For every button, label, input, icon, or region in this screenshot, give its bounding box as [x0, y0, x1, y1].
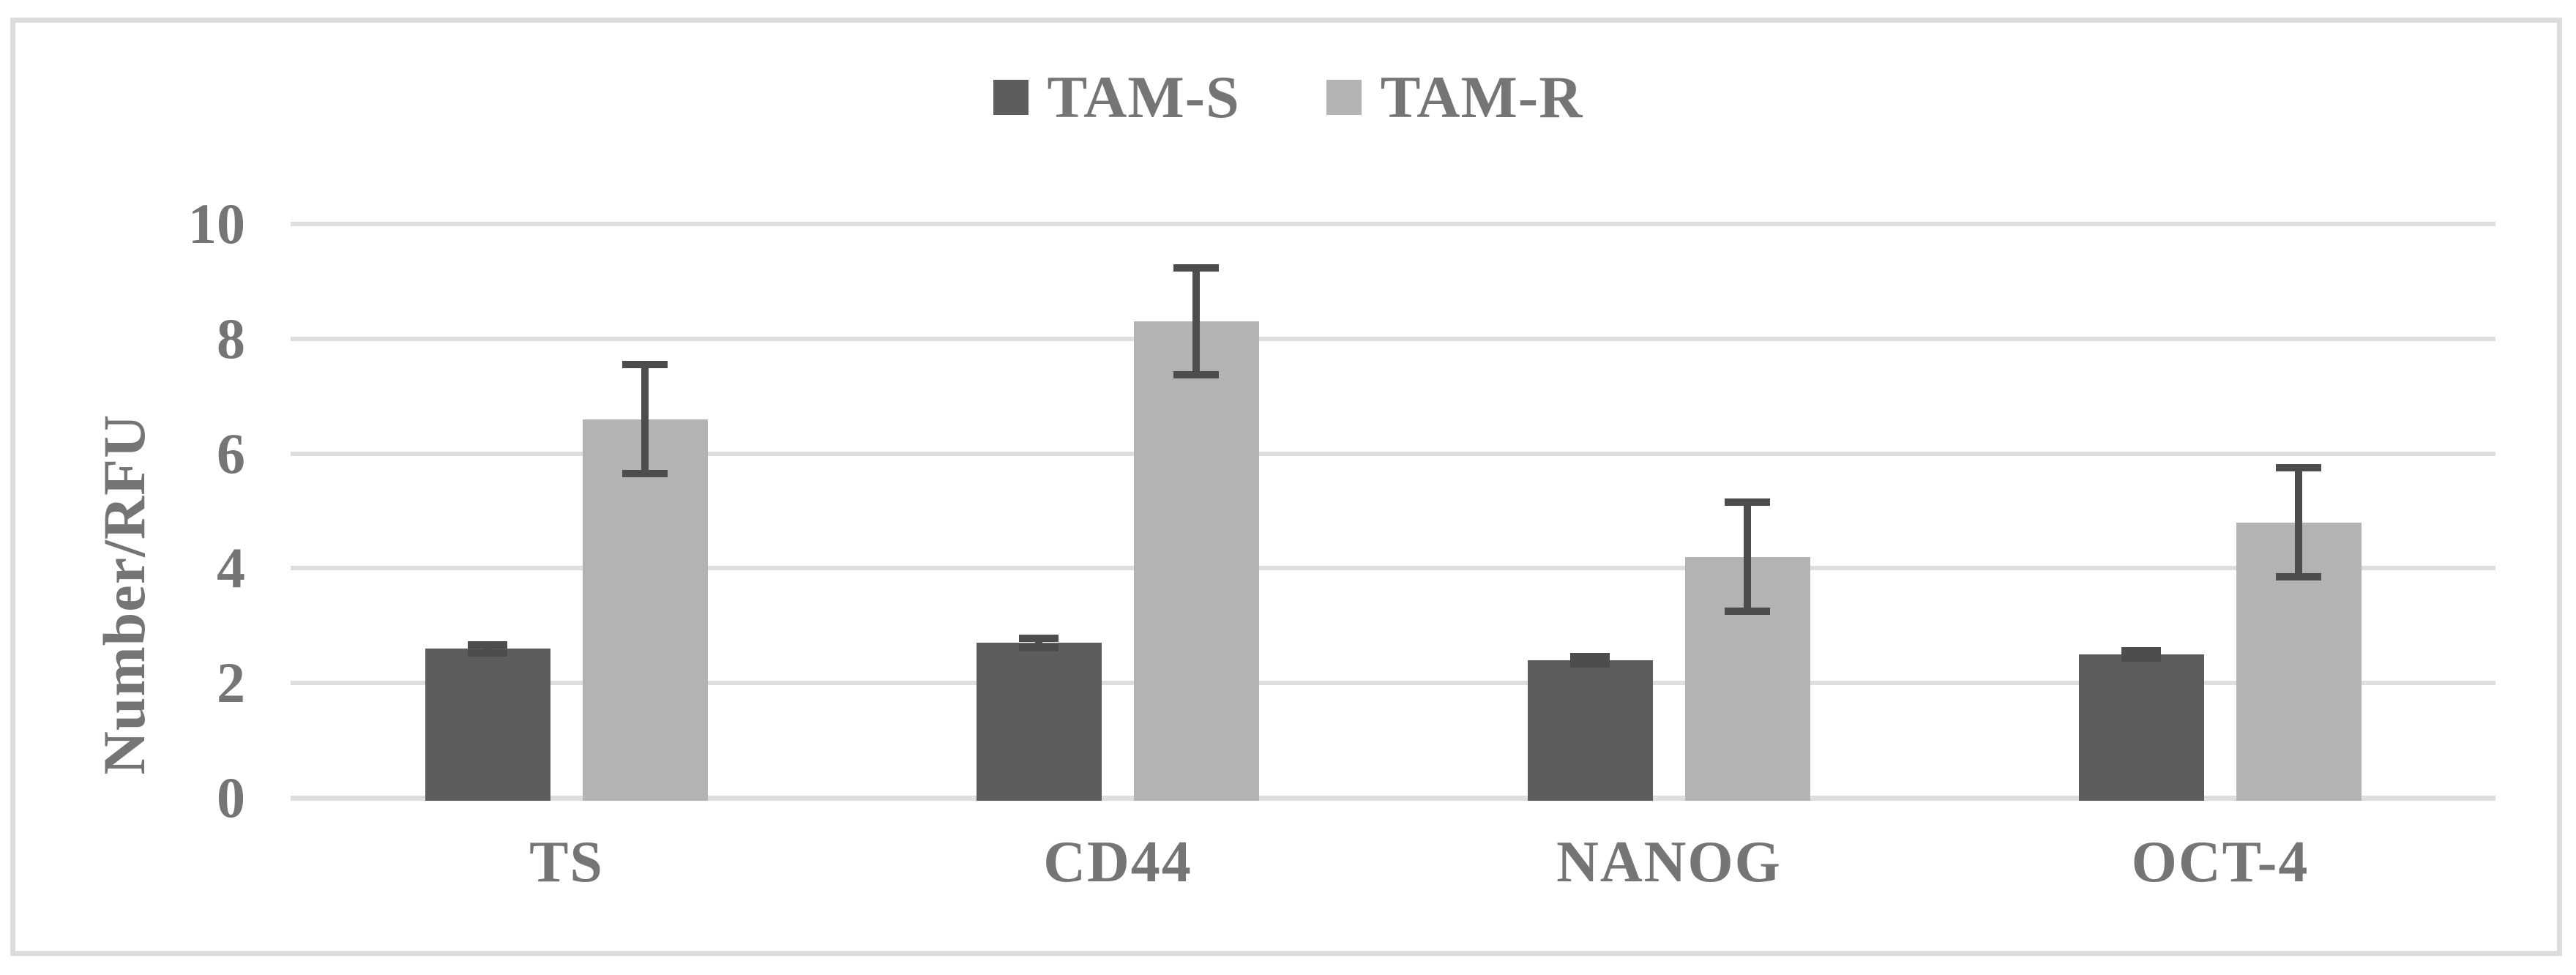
error-bar-cap-top-tam-r-nanog [1725, 498, 1770, 506]
bar-tam-r-ts [583, 419, 708, 801]
legend: TAM-S TAM-R [0, 67, 2576, 127]
y-tick-label-0: 0 [217, 766, 245, 829]
error-bar-cap-top-tam-r-ts [622, 361, 668, 368]
x-category-label-nanog: NANOG [1556, 830, 1782, 894]
error-bar-cap-bottom-tam-s-nanog [1570, 660, 1610, 668]
legend-label-tam-r: TAM-R [1380, 64, 1583, 130]
y-tick-label-10: 10 [188, 192, 245, 255]
error-bar-stem-tam-r-oct-4 [2295, 468, 2302, 577]
y-tick-label-2: 2 [217, 651, 245, 714]
error-bar-cap-bottom-tam-r-oct-4 [2276, 573, 2321, 580]
legend-swatch-tam-r [1326, 80, 1362, 115]
gridline-y6 [291, 452, 2495, 456]
error-bar-stem-tam-r-cd44 [1192, 268, 1200, 375]
error-bar-stem-tam-r-nanog [1744, 502, 1751, 611]
error-bar-cap-top-tam-s-ts [468, 641, 507, 649]
gridline-y8 [291, 337, 2495, 341]
error-bar-cap-bottom-tam-s-ts [468, 649, 507, 657]
error-bar-cap-top-tam-s-cd44 [1019, 635, 1059, 642]
legend-label-tam-s: TAM-S [1047, 64, 1240, 130]
error-bar-cap-bottom-tam-r-nanog [1725, 608, 1770, 615]
y-tick-label-6: 6 [217, 422, 245, 485]
bar-tam-s-nanog [1528, 660, 1653, 801]
error-bar-cap-top-tam-s-oct-4 [2121, 647, 2161, 654]
x-category-label-cd44: CD44 [1043, 830, 1192, 894]
error-bar-cap-bottom-tam-s-cd44 [1019, 644, 1059, 651]
error-bar-stem-tam-r-ts [641, 365, 649, 474]
error-bar-cap-bottom-tam-s-oct-4 [2121, 654, 2161, 662]
error-bar-cap-bottom-tam-r-cd44 [1173, 371, 1219, 378]
y-tick-label-8: 8 [217, 307, 245, 370]
x-category-label-ts: TS [529, 830, 604, 894]
gridline-y4 [291, 566, 2495, 570]
legend-item-tam-s: TAM-S [993, 67, 1240, 127]
error-bar-cap-top-tam-r-cd44 [1173, 264, 1219, 272]
error-bar-cap-bottom-tam-r-ts [622, 470, 668, 477]
bar-tam-s-cd44 [977, 643, 1102, 801]
bar-tam-s-ts [425, 649, 550, 801]
bar-tam-r-cd44 [1134, 321, 1259, 801]
error-bar-stem-tam-s-cd44 [1035, 638, 1042, 648]
error-bar-stem-tam-s-ts [484, 645, 491, 653]
gridline-y2 [291, 681, 2495, 685]
y-tick-label-4: 4 [217, 536, 245, 599]
legend-item-tam-r: TAM-R [1326, 67, 1583, 127]
legend-swatch-tam-s [993, 80, 1028, 115]
error-bar-cap-top-tam-r-oct-4 [2276, 464, 2321, 471]
gridline-y0 [291, 796, 2495, 801]
bar-tam-s-oct-4 [2079, 654, 2204, 801]
gridline-y10 [291, 222, 2495, 226]
error-bar-cap-top-tam-s-nanog [1570, 653, 1610, 660]
x-category-label-oct-4: OCT-4 [2131, 830, 2310, 894]
chart-frame [10, 18, 2562, 956]
